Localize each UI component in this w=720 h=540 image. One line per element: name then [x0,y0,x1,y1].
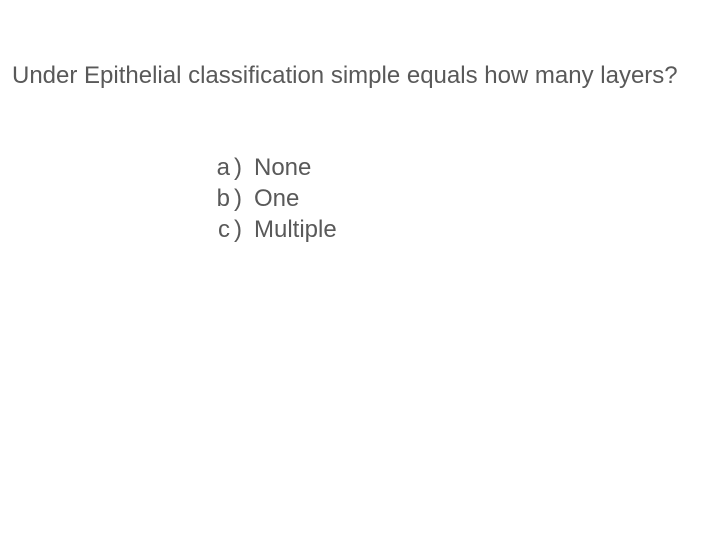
option-a: a ) None [200,152,337,183]
slide: Under Epithelial classification simple e… [0,0,720,540]
options-list: a ) None b ) One c ) Multiple [200,152,337,246]
question-text: Under Epithelial classification simple e… [12,62,678,90]
option-text: One [254,183,299,214]
option-text: Multiple [254,214,337,245]
option-letter: a [200,152,234,183]
option-paren: ) [234,183,254,214]
option-text: None [254,152,311,183]
option-letter: b [200,183,234,214]
option-paren: ) [234,214,254,245]
option-b: b ) One [200,183,337,214]
option-paren: ) [234,152,254,183]
option-c: c ) Multiple [200,214,337,245]
option-letter: c [200,214,234,245]
